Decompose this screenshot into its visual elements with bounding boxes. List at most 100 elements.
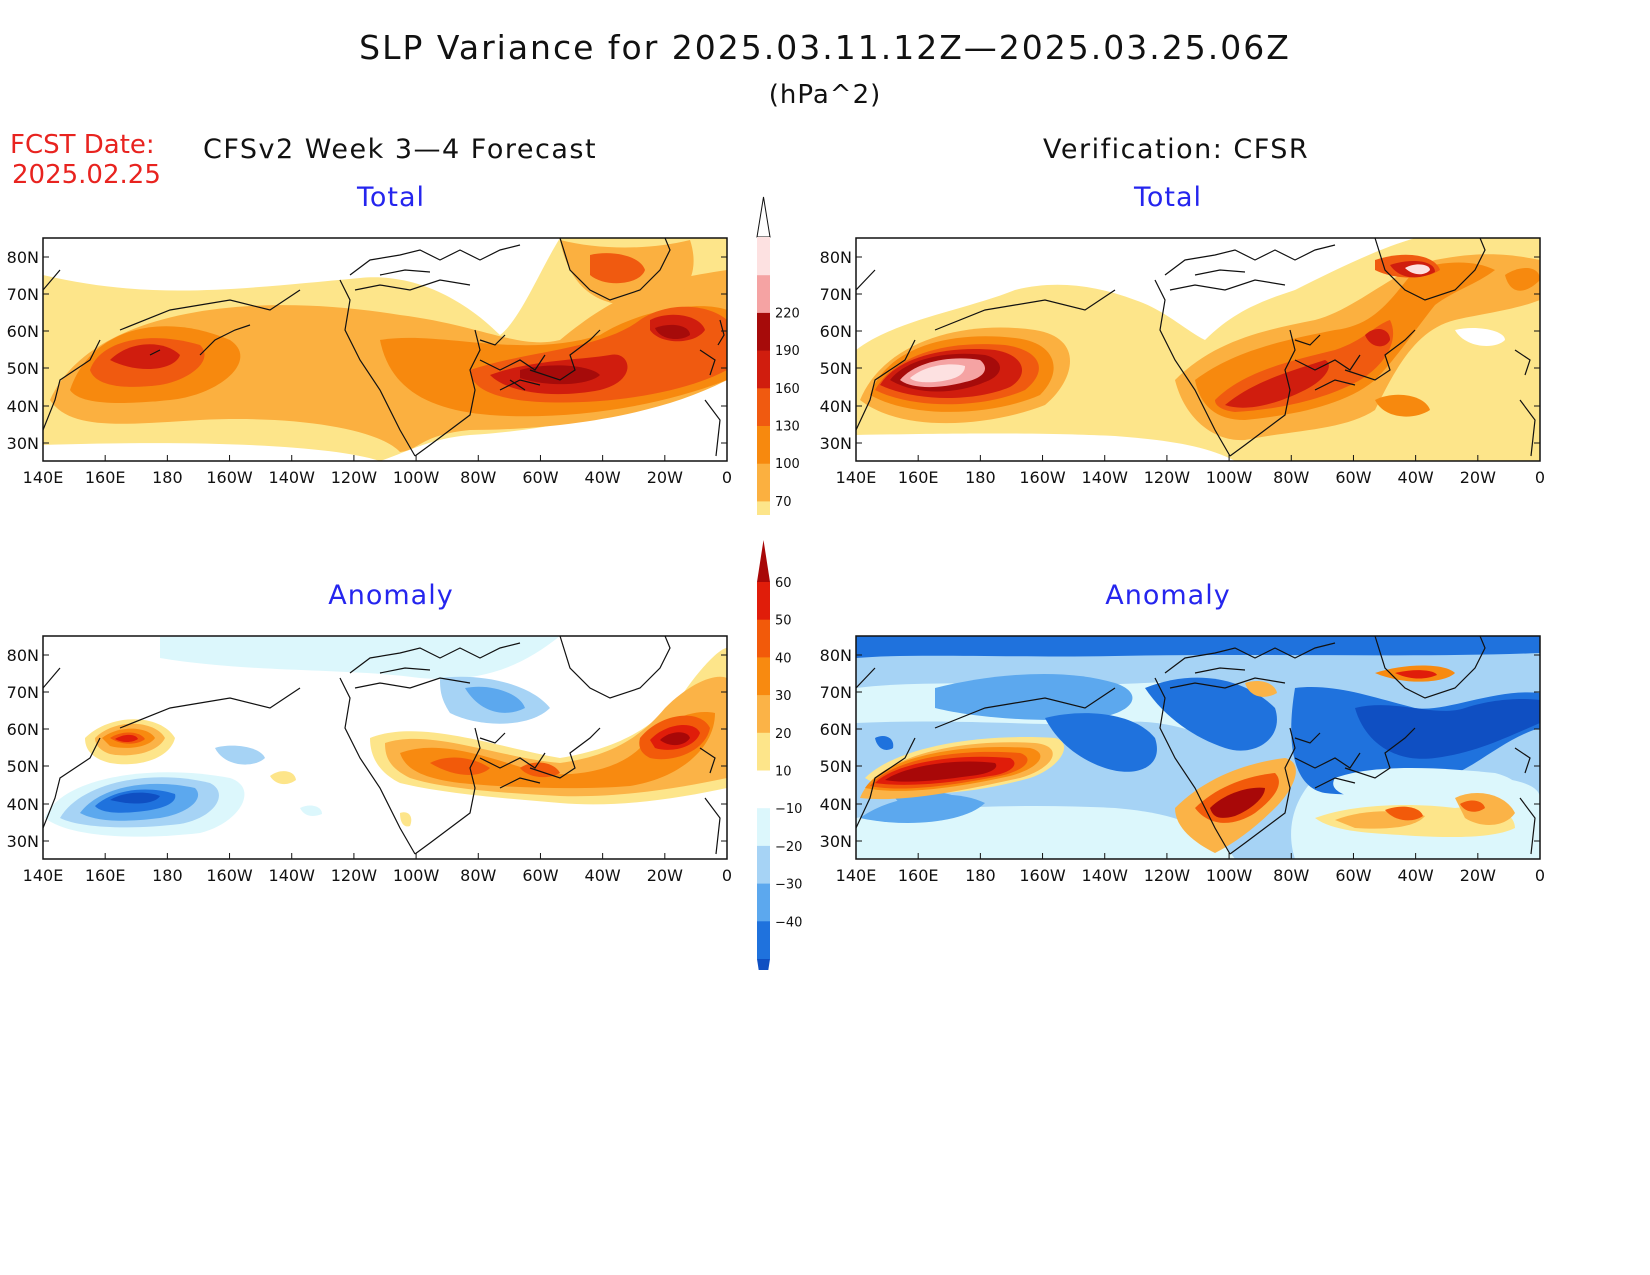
colorbar-swatch	[757, 657, 770, 696]
lat-tick-label: 30N	[820, 434, 852, 453]
fcst-date-value: 2025.02.25	[12, 160, 161, 190]
lon-tick-label: 120W	[1144, 866, 1191, 885]
panel-label-verification-total: Total	[1133, 182, 1203, 213]
colorbar-tick-label: 30	[775, 689, 792, 704]
panel-label-forecast-anomaly: Anomaly	[328, 580, 454, 611]
lon-tick-label: 180	[965, 468, 996, 487]
lon-tick-label: 100W	[1206, 468, 1253, 487]
lon-tick-label: 160E	[85, 468, 126, 487]
lon-tick-label: 120W	[1144, 468, 1191, 487]
lat-tick-label: 40N	[7, 795, 39, 814]
colorbar-swatch	[757, 582, 770, 621]
colorbar-tick-label: 70	[775, 495, 792, 510]
lon-tick-label: 40W	[585, 468, 621, 487]
lon-tick-label: 140E	[23, 468, 64, 487]
verification-header: Verification: CFSR	[1043, 134, 1310, 165]
lon-tick-label: 160E	[898, 866, 939, 885]
colorbar-tick-label: −20	[775, 840, 802, 855]
lon-tick-label: 140E	[23, 866, 64, 885]
colorbar-tick-label: −10	[775, 802, 802, 817]
fcst-date-label: FCST Date:	[10, 130, 155, 160]
colorbar-swatch	[757, 274, 770, 313]
lon-tick-label: 60W	[1335, 468, 1371, 487]
lat-tick-label: 70N	[7, 683, 39, 702]
lat-tick-label: 80N	[7, 248, 39, 267]
colorbar-swatch	[757, 237, 770, 276]
lon-tick-label: 120W	[331, 866, 378, 885]
colorbar-swatch	[757, 500, 770, 515]
colorbar-tick-label: 10	[775, 765, 792, 780]
colorbar-tick-label: 160	[775, 382, 800, 397]
colorbar-tick-label: 100	[775, 457, 800, 472]
colorbar-swatch	[757, 808, 770, 847]
lon-tick-label: 140W	[1082, 866, 1129, 885]
lat-tick-label: 80N	[7, 646, 39, 665]
lon-tick-label: 0	[722, 866, 732, 885]
map-axes: 80N 70N 60N 50N 40N 30N 140E 160E 180 160W 140W 120…	[820, 646, 1545, 885]
lon-tick-label: 20W	[647, 468, 683, 487]
lon-tick-label: 140E	[836, 468, 877, 487]
lon-tick-label: 20W	[647, 866, 683, 885]
map-panel-verification-anomaly: 80N 70N 60N 50N 40N 30N 140E 160E 180 160W 140W 120…	[820, 635, 1545, 885]
lat-tick-label: 40N	[820, 795, 852, 814]
colorbar-swatch	[757, 770, 770, 809]
lon-tick-label: 60W	[522, 866, 558, 885]
lat-tick-label: 40N	[7, 397, 39, 416]
lon-tick-label: 140W	[269, 468, 316, 487]
lon-tick-label: 180	[152, 468, 183, 487]
colorbar-tick-label: 20	[775, 727, 792, 742]
lon-tick-label: 100W	[393, 468, 440, 487]
lon-tick-label: 80W	[1273, 468, 1309, 487]
panel-label-forecast-total: Total	[356, 182, 426, 213]
lon-tick-label: 180	[152, 866, 183, 885]
colorbar-swatch	[757, 350, 770, 389]
map-panel-verification-total: 80N 70N 60N 50N 40N 30N 140E 160E 180 160W 140W 120…	[820, 237, 1545, 487]
lon-tick-label: 60W	[1335, 866, 1371, 885]
lon-tick-label: 20W	[1460, 468, 1496, 487]
lon-tick-label: 80W	[1273, 866, 1309, 885]
lon-tick-label: 0	[722, 468, 732, 487]
colorbar-tick-label: 40	[775, 651, 792, 666]
lat-tick-label: 70N	[820, 285, 852, 304]
lon-tick-label: 0	[1535, 866, 1545, 885]
lat-tick-label: 50N	[820, 757, 852, 776]
colorbar-tick-label: 50	[775, 614, 792, 629]
colorbar-swatch	[757, 312, 770, 351]
colorbar-swatch	[757, 387, 770, 426]
map-axes: 80N 70N 60N 50N 40N 30N 140E 160E 180 160W 140W 120…	[7, 646, 732, 885]
map-panel-forecast-total: 80N 70N 60N 50N 40N 30N 140E 160E 180 160W 140W 120…	[7, 237, 732, 487]
lon-tick-label: 160E	[898, 468, 939, 487]
colorbar-swatch	[757, 619, 770, 658]
colorbar-swatch	[757, 732, 770, 771]
map-panel-forecast-anomaly: 80N 70N 60N 50N 40N 30N 140E 160E 180 160W 140W 120…	[7, 635, 732, 885]
panel-label-verification-anomaly: Anomaly	[1105, 580, 1231, 611]
lat-tick-label: 80N	[820, 646, 852, 665]
colorbar-tick-label: −30	[775, 878, 802, 893]
lat-tick-label: 60N	[7, 322, 39, 341]
lon-tick-label: 180	[965, 866, 996, 885]
lon-tick-label: 0	[1535, 468, 1545, 487]
colorbar-swatch	[757, 463, 770, 502]
colorbar-total: 4070100130160190220	[756, 196, 800, 515]
map-axes: 80N 70N 60N 50N 40N 30N 140E 160E 180 160W 140W 120…	[820, 248, 1545, 487]
figure-title: SLP Variance for 2025.03.11.12Z—2025.03.…	[359, 28, 1291, 67]
colorbar-swatch	[757, 883, 770, 922]
lon-tick-label: 160W	[206, 468, 253, 487]
lat-tick-label: 60N	[7, 720, 39, 739]
lat-tick-label: 30N	[7, 832, 39, 851]
lat-tick-label: 30N	[820, 832, 852, 851]
forecast-header: CFSv2 Week 3—4 Forecast	[203, 134, 598, 165]
colorbar-tick-label: 190	[775, 344, 800, 359]
colorbar-extension-top	[757, 540, 770, 582]
lon-tick-label: 160W	[1019, 866, 1066, 885]
colorbar-tick-label: −40	[775, 915, 802, 930]
figure-units: (hPa^2)	[768, 80, 882, 110]
lat-tick-label: 70N	[820, 683, 852, 702]
lat-tick-label: 60N	[820, 720, 852, 739]
lat-tick-label: 50N	[7, 757, 39, 776]
lat-tick-label: 70N	[7, 285, 39, 304]
lon-tick-label: 140W	[1082, 468, 1129, 487]
lon-tick-label: 40W	[1398, 866, 1434, 885]
lon-tick-label: 140W	[269, 866, 316, 885]
colorbar-swatch	[757, 845, 770, 885]
